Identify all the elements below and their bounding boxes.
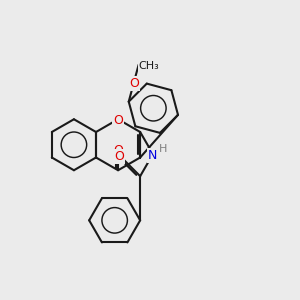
Text: O: O xyxy=(129,77,139,90)
Text: H: H xyxy=(159,144,168,154)
Text: N: N xyxy=(148,149,158,162)
Text: O: O xyxy=(113,114,123,127)
Text: O: O xyxy=(114,150,124,163)
Text: CH₃: CH₃ xyxy=(139,61,159,71)
Text: O: O xyxy=(113,144,123,157)
